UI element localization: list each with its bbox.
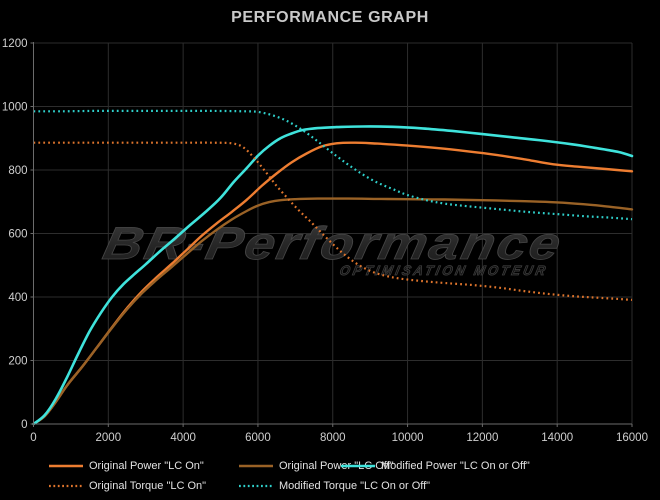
x-tick-label-2000: 2000 bbox=[96, 432, 122, 444]
legend-label: Original Power "LC Off" bbox=[279, 460, 394, 472]
series-original-torque-lc-on bbox=[33, 141, 633, 301]
x-tick-label-12000: 12000 bbox=[466, 432, 498, 444]
legend-item-modified-power-lc-on-or-off: Modified Power "LC On or Off" bbox=[340, 459, 530, 473]
legend-swatch bbox=[49, 464, 83, 468]
watermark-subtitle: OPTIMISATION MOTEUR bbox=[338, 263, 549, 278]
legend-item-original-power-lc-on: Original Power "LC On" bbox=[48, 459, 204, 473]
legend-item-original-torque-lc-on: Original Torque "LC On" bbox=[48, 479, 206, 493]
legend-label: Modified Power "LC On or Off" bbox=[381, 460, 530, 472]
legend-swatch bbox=[341, 464, 375, 468]
chart-series bbox=[32, 109, 634, 426]
axis-tick-labels: 0 2000 4000 6000 8000 10000 12000 14000 16000 0 20… bbox=[2, 38, 648, 444]
legend-item-modified-torque-lc-on-or-off: Modified Torque "LC On or Off" bbox=[238, 479, 430, 493]
y-tick-label-1000: 1000 bbox=[2, 102, 28, 114]
y-tick-label-0: 0 bbox=[21, 419, 27, 431]
performance-chart: BR-Performance OPTIMISATION MOTEUR 0 2000… bbox=[2, 38, 648, 444]
chart-axes bbox=[30, 42, 633, 427]
legend-swatch bbox=[239, 484, 273, 488]
page-title: PERFORMANCE GRAPH bbox=[231, 9, 429, 26]
legend-swatch bbox=[49, 484, 83, 488]
x-tick-label-8000: 8000 bbox=[320, 432, 346, 444]
x-tick-label-6000: 6000 bbox=[245, 432, 271, 444]
x-tick-label-0: 0 bbox=[30, 432, 36, 444]
y-tick-label-400: 400 bbox=[8, 292, 27, 304]
legend-label: Original Power "LC On" bbox=[89, 460, 204, 472]
series-original-power-lc-off bbox=[32, 197, 634, 426]
legend: Original Power "LC On" Original Power "LC… bbox=[0, 453, 660, 500]
x-tick-label-14000: 14000 bbox=[541, 432, 573, 444]
legend-swatch bbox=[239, 464, 273, 468]
legend-label: Modified Torque "LC On or Off" bbox=[279, 480, 431, 492]
x-tick-label-16000: 16000 bbox=[616, 432, 648, 444]
y-tick-label-200: 200 bbox=[8, 356, 27, 368]
y-tick-label-1200: 1200 bbox=[2, 38, 28, 50]
legend-label: Original Torque "LC On" bbox=[89, 480, 207, 492]
x-tick-label-4000: 4000 bbox=[170, 432, 196, 444]
series-modified-power-lc-on-or-off bbox=[32, 125, 634, 426]
chart-grid bbox=[33, 42, 633, 424]
y-tick-label-800: 800 bbox=[8, 165, 27, 177]
legend-item-original-power-lc-off: Original Power "LC Off" bbox=[238, 459, 394, 473]
x-tick-label-10000: 10000 bbox=[392, 432, 424, 444]
y-tick-label-600: 600 bbox=[8, 229, 27, 241]
